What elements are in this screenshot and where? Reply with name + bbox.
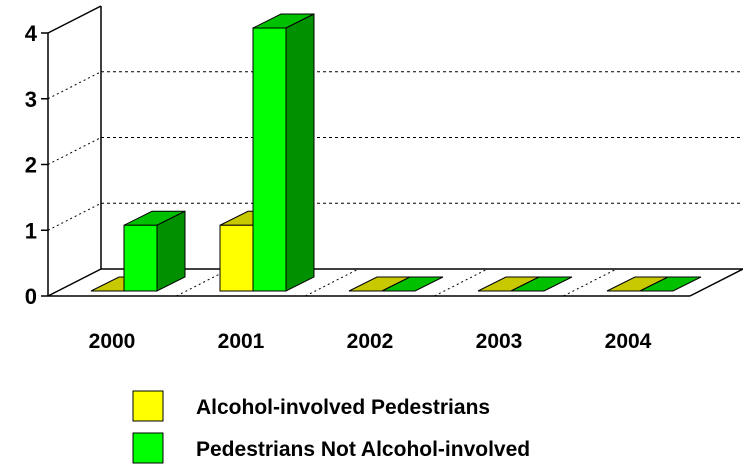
x-category-label: 2001 (218, 330, 265, 353)
x-category-label: 2000 (89, 330, 136, 353)
legend-label: Pedestrians Not Alcohol-involved (196, 438, 530, 461)
y-axis: 0 1 2 3 4 (25, 21, 48, 309)
bar-front-face (252, 27, 287, 292)
bar-zero-face (639, 276, 702, 292)
gridlines (47, 71, 743, 297)
legend-swatch (132, 390, 164, 422)
x-category-label: 2003 (476, 330, 523, 353)
y-tick-label: 1 (25, 218, 37, 243)
floor-right-edge (689, 268, 743, 297)
x-axis-labels: 2000 2001 2002 2003 2004 (89, 330, 652, 353)
bar-front-face (123, 224, 158, 292)
category-divider (434, 268, 488, 297)
y-tick-label: 2 (25, 153, 37, 178)
bar-front-face (219, 224, 254, 292)
x-category-label: 2004 (605, 330, 652, 353)
gridline-side (47, 71, 102, 100)
legend: Alcohol-involved Pedestrians Pedestrians … (132, 390, 530, 464)
x-category-label: 2002 (347, 330, 394, 353)
floor-left-edge (47, 268, 102, 297)
bars (90, 13, 702, 292)
y-tick-label: 4 (25, 21, 38, 46)
category-divider (563, 268, 617, 297)
gridline-side (47, 202, 102, 231)
legend-swatch (132, 432, 164, 464)
y-tick-label: 3 (25, 87, 37, 112)
left-wall-top-edge (47, 5, 102, 34)
bar-side-face (156, 210, 186, 292)
gridline-side (47, 137, 102, 165)
y-tick-label: 0 (25, 284, 37, 309)
bar-zero-face (510, 276, 573, 292)
legend-label: Alcohol-involved Pedestrians (196, 396, 490, 419)
bar-side-face (285, 13, 315, 292)
bar-zero-face (381, 276, 444, 292)
